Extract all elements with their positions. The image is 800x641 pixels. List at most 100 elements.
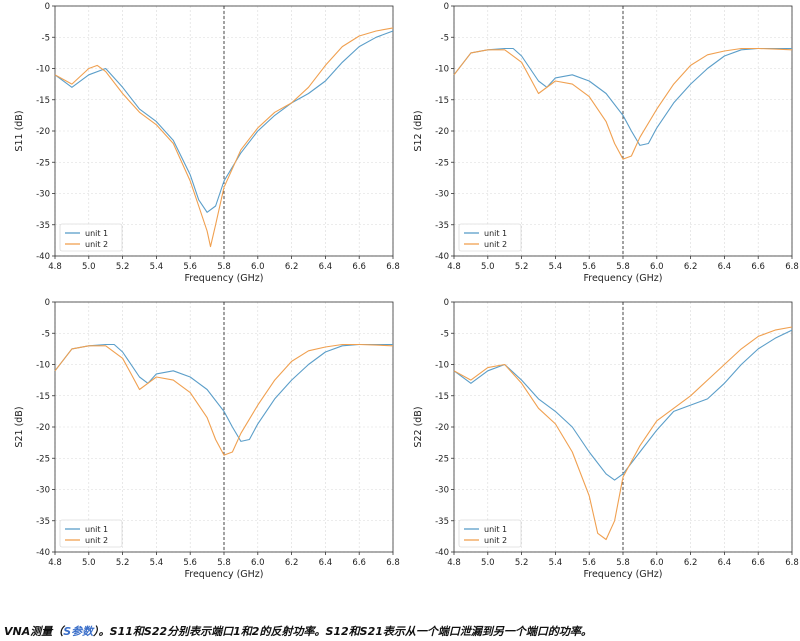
series-line-unit-2 (54, 27, 394, 248)
y-tick-label: -10 (435, 361, 449, 371)
x-tick-label: 5.2 (515, 262, 529, 272)
y-tick-label: -35 (36, 221, 50, 231)
x-axis-label: Frequency (GHz) (184, 273, 263, 284)
x-tick-label: 4.8 (447, 262, 461, 272)
x-tick-label: 5.6 (183, 558, 197, 568)
y-tick-label: -40 (435, 252, 449, 262)
legend-label: unit 1 (85, 229, 108, 238)
legend-label: unit 1 (484, 229, 507, 238)
legend-label: unit 1 (85, 525, 108, 534)
x-tick-label: 6.2 (684, 262, 698, 272)
y-tick-label: -30 (36, 486, 50, 496)
y-tick-label: -15 (435, 96, 449, 106)
x-tick-label: 6.6 (751, 558, 765, 568)
y-tick-label: -40 (435, 548, 449, 558)
series-line-unit-1 (453, 329, 793, 481)
y-tick-label: -15 (36, 392, 50, 402)
s11-plot: 4.8 5.0 5.2 5.4 5.6 5.8 6.0 6.2 6.4 6.6 6.8 0 -5 -10 -… (14, 2, 400, 284)
y-tick-label: -25 (36, 454, 50, 464)
x-tick-label: 6.2 (285, 262, 299, 272)
y-tick-label: -5 (441, 33, 449, 43)
x-axis-label: Frequency (GHz) (583, 273, 662, 284)
x-tick-label: 6.8 (785, 262, 799, 272)
x-tick-label: 6.0 (251, 262, 265, 272)
x-tick-label: 5.4 (549, 558, 563, 568)
x-tick-label: 5.8 (217, 558, 231, 568)
x-tick-label: 5.0 (481, 262, 495, 272)
x-tick-label: 6.2 (285, 558, 299, 568)
x-tick-label: 5.6 (582, 262, 596, 272)
series-line-unit-1 (453, 47, 792, 146)
series-line-unit-1 (54, 343, 393, 442)
legend-label: unit 2 (484, 240, 507, 249)
y-tick-label: -25 (435, 454, 449, 464)
x-tick-label: 4.8 (48, 262, 62, 272)
y-tick-label: 0 (444, 298, 449, 308)
legend-label: unit 1 (484, 525, 507, 534)
y-tick-label: -35 (36, 517, 50, 527)
x-tick-label: 6.4 (718, 558, 732, 568)
y-tick-label: -20 (36, 423, 50, 433)
x-tick-label: 5.4 (150, 262, 164, 272)
x-tick-label: 4.8 (48, 558, 62, 568)
y-tick-label: -20 (435, 423, 449, 433)
series-line-unit-2 (54, 343, 394, 456)
x-tick-label: 5.4 (150, 558, 164, 568)
legend-label: unit 2 (85, 240, 108, 249)
y-tick-label: -15 (36, 96, 50, 106)
series-line-unit-2 (453, 326, 793, 541)
x-tick-label: 6.2 (684, 558, 698, 568)
x-tick-label: 5.6 (183, 262, 197, 272)
y-tick-label: 0 (45, 2, 50, 12)
y-tick-label: -10 (435, 65, 449, 75)
x-tick-label: 5.2 (116, 558, 130, 568)
y-tick-label: -20 (435, 127, 449, 137)
y-tick-label: -40 (36, 252, 50, 262)
legend-label: unit 2 (85, 536, 108, 545)
x-tick-label: 6.8 (785, 558, 799, 568)
y-tick-label: -15 (435, 392, 449, 402)
y-tick-label: -35 (435, 221, 449, 231)
x-tick-label: 5.2 (515, 558, 529, 568)
x-tick-label: 6.0 (650, 262, 664, 272)
x-tick-label: 5.8 (616, 262, 630, 272)
y-tick-label: 0 (45, 298, 50, 308)
y-tick-label: 0 (444, 2, 449, 12)
x-tick-label: 6.0 (650, 558, 664, 568)
s12-plot: 4.8 5.0 5.2 5.4 5.6 5.8 6.0 6.2 6.4 6.6 6.8 0 -5 -10 -… (413, 2, 799, 284)
y-tick-label: -5 (441, 329, 449, 339)
x-tick-label: 6.6 (352, 558, 366, 568)
figure-caption: VNA测量（S参数）。S11和S22分别表示端口1和2的反射功率。S12和S21… (4, 623, 796, 639)
x-tick-label: 4.8 (447, 558, 461, 568)
x-tick-label: 5.0 (82, 558, 96, 568)
x-tick-label: 5.2 (116, 262, 130, 272)
y-tick-label: -25 (36, 158, 50, 168)
y-tick-label: -40 (36, 548, 50, 558)
y-tick-label: -20 (36, 127, 50, 137)
y-axis-label: S22 (dB) (413, 406, 424, 447)
s-parameter-figure: 4.8 5.0 5.2 5.4 5.6 5.8 6.0 6.2 6.4 6.6 6.8 0 -5 -10 -… (14, 2, 799, 580)
y-tick-label: -10 (36, 361, 50, 371)
y-tick-label: -5 (42, 33, 50, 43)
caption-prefix: VNA测量（ (4, 625, 64, 638)
x-axis-label: Frequency (GHz) (583, 569, 662, 580)
y-tick-label: -30 (36, 190, 50, 200)
y-tick-label: -30 (435, 486, 449, 496)
legend-label: unit 2 (484, 536, 507, 545)
y-axis-label: S12 (dB) (413, 110, 424, 151)
y-tick-label: -35 (435, 517, 449, 527)
x-tick-label: 6.8 (386, 558, 400, 568)
x-tick-label: 5.8 (616, 558, 630, 568)
series-line-unit-2 (453, 47, 793, 160)
x-tick-label: 5.0 (481, 558, 495, 568)
s-parameter-link[interactable]: S参数 (63, 625, 94, 638)
x-tick-label: 6.0 (251, 558, 265, 568)
y-tick-label: -10 (36, 65, 50, 75)
s21-plot: 4.8 5.0 5.2 5.4 5.6 5.8 6.0 6.2 6.4 6.6 6.8 0 -5 -10 -… (14, 298, 400, 580)
x-tick-label: 5.0 (82, 262, 96, 272)
x-tick-label: 5.8 (217, 262, 231, 272)
x-tick-label: 6.4 (718, 262, 732, 272)
x-tick-label: 6.6 (352, 262, 366, 272)
y-tick-label: -5 (42, 329, 50, 339)
y-axis-label: S21 (dB) (14, 406, 25, 447)
